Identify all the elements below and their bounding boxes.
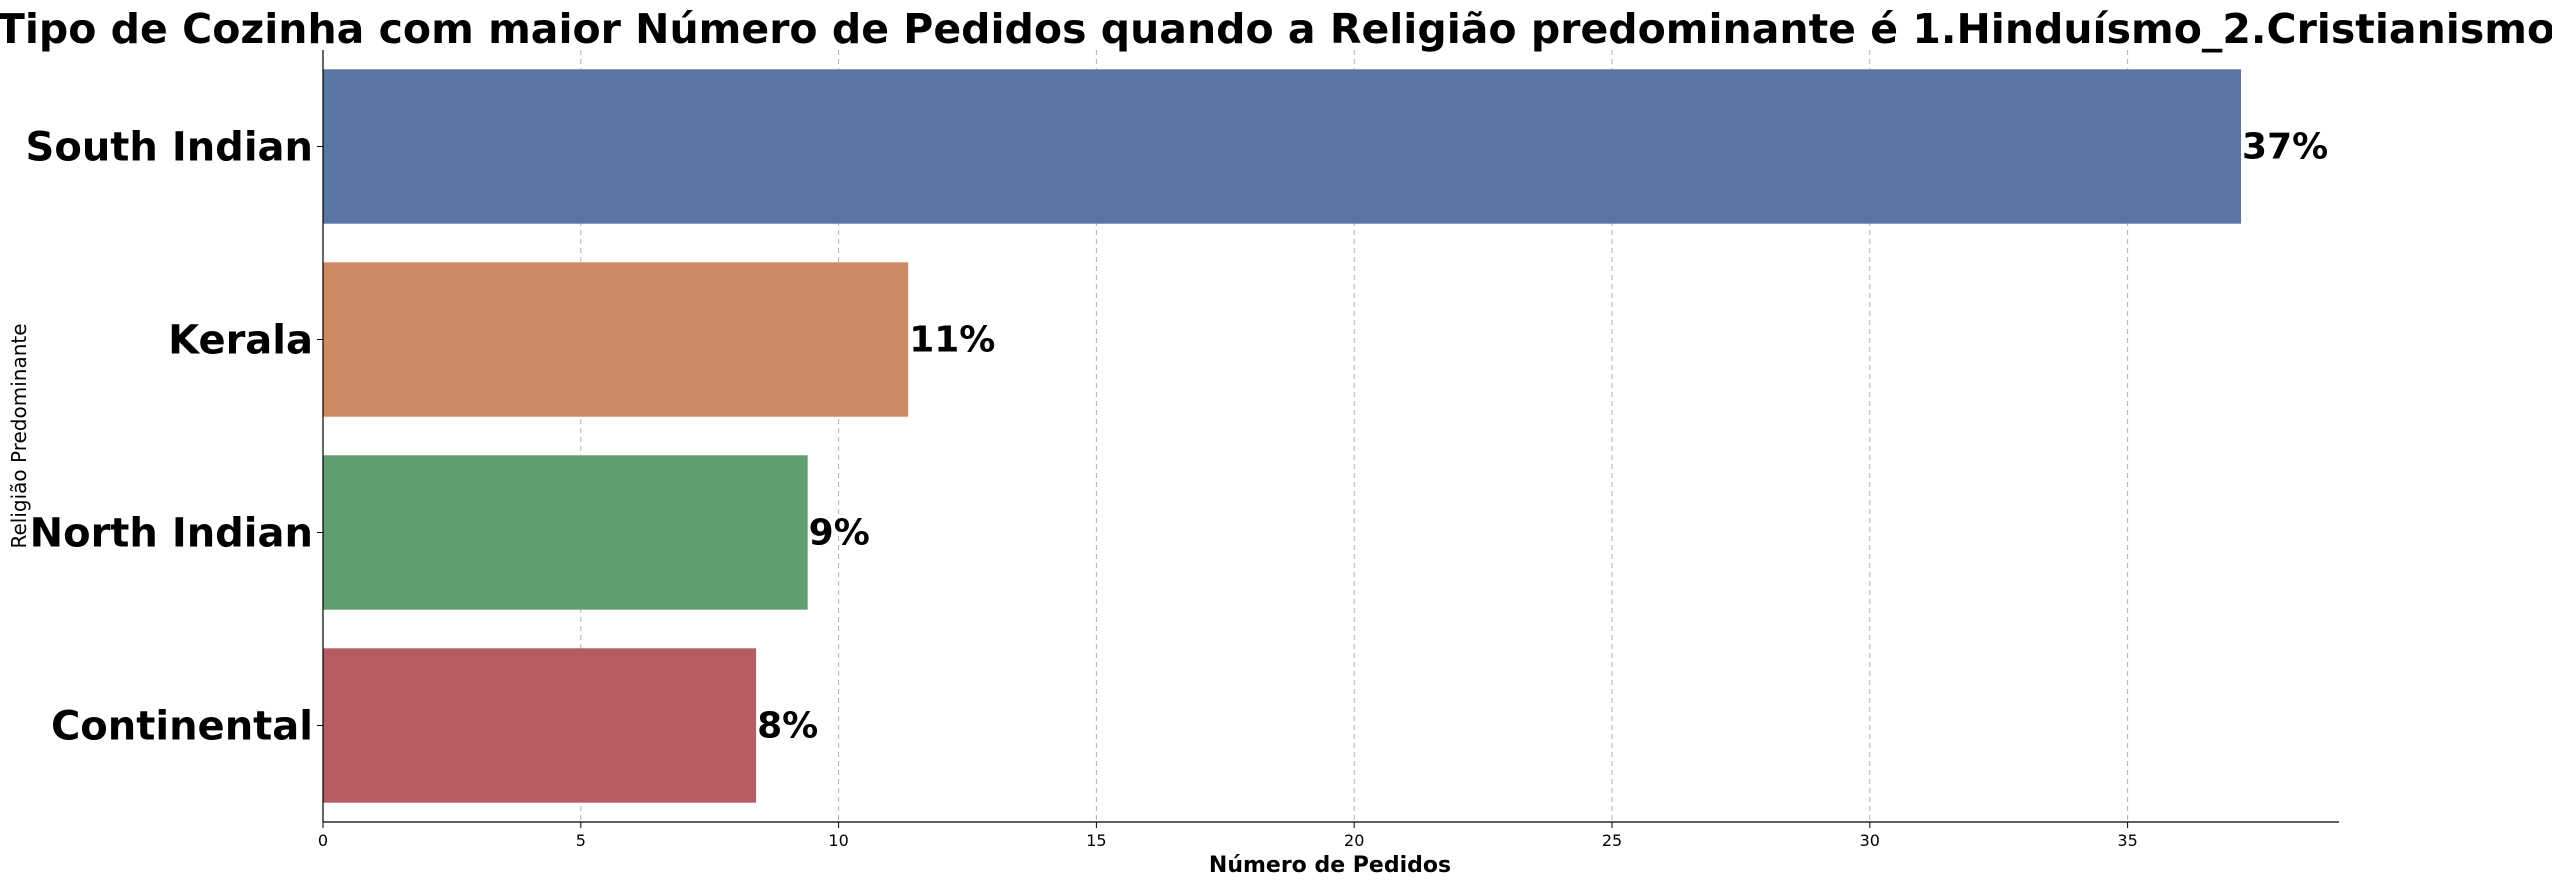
x-tick-label: 0 <box>318 831 328 850</box>
y-axis-label: Religião Predominante <box>7 323 31 548</box>
data-label: 9% <box>809 513 870 554</box>
bars <box>323 69 2242 803</box>
data-label: 8% <box>757 706 818 747</box>
x-tick-label: 35 <box>2117 831 2137 850</box>
bar <box>323 648 757 803</box>
data-label: 11% <box>909 320 995 361</box>
category-label: South Indian <box>26 125 313 171</box>
bar <box>323 455 808 610</box>
axes <box>317 50 2339 823</box>
x-tick-label: 10 <box>828 831 848 850</box>
x-tick-label: 25 <box>1602 831 1622 850</box>
data-label: 37% <box>2242 127 2328 168</box>
x-ticks: 0 5 10 15 20 25 30 35 <box>318 822 2138 850</box>
x-tick-label: 15 <box>1086 831 1106 850</box>
x-axis-label: Número de Pedidos <box>1209 853 1451 878</box>
data-labels: 37% 11% 9% 8% <box>757 127 2328 747</box>
x-tick-label: 20 <box>1344 831 1364 850</box>
category-labels: South Indian Kerala North Indian Continenta… <box>26 125 313 750</box>
category-label: North Indian <box>30 511 313 557</box>
bar <box>323 262 909 417</box>
x-tick-label: 5 <box>576 831 586 850</box>
category-label: Kerala <box>168 318 313 364</box>
bar <box>323 69 2242 224</box>
chart-title: Tipo de Cozinha com maior Número de Pedi… <box>0 5 2552 53</box>
category-label: Continental <box>51 704 313 750</box>
x-tick-label: 30 <box>1860 831 1880 850</box>
